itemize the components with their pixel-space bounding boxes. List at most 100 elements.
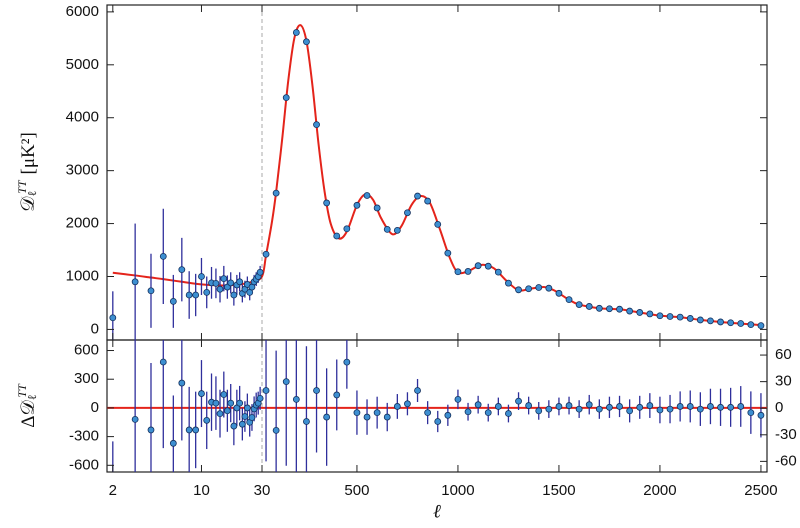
data-point bbox=[444, 249, 452, 257]
data-point bbox=[262, 387, 270, 394]
data-point bbox=[292, 395, 300, 403]
data-point bbox=[424, 409, 432, 417]
data-point bbox=[717, 318, 724, 326]
data-point bbox=[555, 403, 563, 410]
data-point bbox=[353, 201, 361, 209]
data-point bbox=[525, 402, 533, 409]
data-point bbox=[363, 192, 371, 199]
data-point bbox=[109, 314, 117, 322]
data-point bbox=[203, 416, 211, 424]
y-tick-label: 2000 bbox=[66, 215, 99, 232]
y-axis-label: Δ𝒟ℓTT bbox=[15, 383, 39, 428]
data-point bbox=[383, 225, 391, 233]
data-point bbox=[474, 262, 482, 270]
data-point bbox=[616, 305, 623, 313]
data-point bbox=[646, 402, 654, 409]
y-tick-label: 5000 bbox=[66, 56, 99, 73]
data-point bbox=[212, 399, 220, 407]
data-point bbox=[256, 394, 264, 402]
data-point bbox=[238, 420, 246, 428]
data-point bbox=[656, 312, 664, 320]
y2-tick-label: -30 bbox=[775, 426, 797, 443]
y-tick-label: 600 bbox=[74, 341, 99, 358]
label-sup: TT bbox=[15, 383, 29, 398]
data-point bbox=[303, 38, 310, 46]
x-axis-label: ℓ bbox=[433, 501, 441, 522]
y-tick-label: 0 bbox=[91, 399, 99, 416]
data-point bbox=[464, 268, 472, 275]
data-point bbox=[414, 192, 421, 200]
data-point bbox=[494, 403, 502, 410]
data-point bbox=[220, 391, 228, 398]
data-point bbox=[727, 319, 735, 327]
y2-tick-label: 30 bbox=[775, 373, 792, 390]
data-point bbox=[131, 415, 139, 423]
data-point bbox=[303, 418, 310, 425]
y-tick-label: -300 bbox=[69, 428, 99, 445]
data-point bbox=[424, 197, 432, 205]
data-point bbox=[515, 286, 522, 294]
y-tick-label: 300 bbox=[74, 370, 99, 387]
data-point bbox=[373, 204, 381, 212]
x-tick-label: 2000 bbox=[643, 482, 676, 499]
x-tick-label: 2500 bbox=[744, 482, 777, 499]
data-point bbox=[159, 252, 167, 260]
y-tick-label: 1000 bbox=[66, 267, 99, 284]
data-point bbox=[383, 413, 391, 421]
data-point bbox=[363, 413, 371, 421]
data-point bbox=[696, 316, 704, 324]
data-point bbox=[737, 320, 745, 327]
x-tick-label: 30 bbox=[254, 482, 271, 499]
data-point bbox=[636, 403, 644, 411]
data-point bbox=[525, 285, 533, 293]
label-sub: ℓ bbox=[25, 191, 39, 197]
data-point bbox=[494, 268, 502, 276]
data-point bbox=[666, 405, 674, 413]
data-point bbox=[545, 405, 553, 413]
data-point bbox=[292, 29, 300, 36]
data-point bbox=[656, 406, 664, 414]
y2-tick-label: 60 bbox=[775, 346, 792, 363]
data-point bbox=[404, 209, 411, 217]
data-point bbox=[333, 232, 341, 240]
data-point bbox=[444, 411, 452, 419]
data-point bbox=[248, 414, 256, 421]
data-point bbox=[241, 413, 249, 420]
data-point bbox=[159, 358, 167, 366]
data-point bbox=[178, 266, 186, 274]
data-point bbox=[434, 220, 442, 228]
axes: 0100020003000400050006000-600-3000300600… bbox=[66, 3, 797, 499]
label-prefix: Δ bbox=[18, 416, 39, 428]
data-point bbox=[178, 379, 186, 387]
label-sub: ℓ bbox=[25, 394, 39, 400]
data-point bbox=[414, 387, 421, 394]
data-point bbox=[696, 405, 704, 413]
data-point bbox=[203, 288, 211, 296]
data-point bbox=[236, 399, 244, 407]
data-point bbox=[393, 403, 401, 410]
data-point bbox=[313, 387, 320, 394]
data-point bbox=[169, 297, 177, 305]
data-point bbox=[343, 225, 351, 233]
data-point bbox=[575, 301, 583, 308]
data-point bbox=[484, 262, 492, 270]
data-point bbox=[147, 426, 155, 434]
data-point bbox=[505, 279, 512, 287]
data-point bbox=[555, 289, 563, 297]
data-point bbox=[282, 94, 290, 102]
data-point bbox=[535, 407, 543, 415]
data-point bbox=[666, 313, 674, 320]
data-point bbox=[626, 307, 634, 315]
data-point bbox=[282, 378, 290, 386]
x-tick-label: 500 bbox=[344, 482, 369, 499]
data-point bbox=[216, 285, 224, 293]
data-point bbox=[185, 426, 193, 434]
data-point bbox=[646, 310, 654, 318]
data-point bbox=[185, 291, 193, 299]
data-point bbox=[707, 403, 714, 410]
data-point bbox=[707, 317, 714, 325]
data-point bbox=[595, 405, 603, 413]
data-point bbox=[757, 322, 765, 330]
data-point bbox=[313, 121, 320, 129]
